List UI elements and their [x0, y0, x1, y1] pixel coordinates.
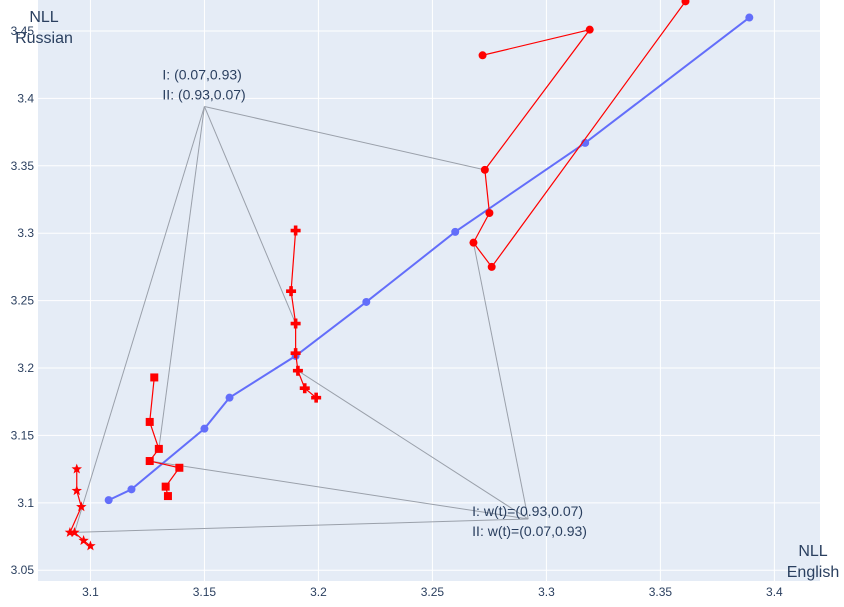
- x-tick-label: 3.15: [193, 585, 217, 599]
- series: [64, 0, 754, 551]
- tick-labels: 3.1 3.15 3.2 3.25 3.3 3.35 3.4 3.05 3.1 3.15 3.2 3.…: [11, 24, 783, 599]
- data-point-cross: [290, 318, 301, 329]
- data-point-circle: [745, 13, 754, 22]
- data-point-star: [64, 526, 76, 537]
- y-tick-label: 3.25: [11, 294, 35, 308]
- y-axis-title-line1: NLL: [29, 9, 58, 26]
- data-point-circle: [200, 424, 209, 433]
- x-tick-label: 3.4: [766, 585, 783, 599]
- data-point-square: [150, 373, 159, 382]
- data-point-cross: [292, 365, 303, 376]
- data-point-star: [76, 501, 87, 512]
- y-tick-label: 3.1: [17, 496, 34, 510]
- data-point-circle: [681, 0, 690, 6]
- y-tick-label: 3.4: [17, 91, 34, 105]
- data-point-cross: [299, 383, 310, 394]
- data-point-circle: [485, 208, 494, 217]
- annotation-label: II: (0.93,0.07): [162, 86, 245, 102]
- data-point-cross: [311, 392, 322, 403]
- series-3: [286, 225, 322, 403]
- data-point-circle: [469, 238, 478, 247]
- data-point-circle: [585, 25, 594, 34]
- y-tick-label: 3.35: [11, 159, 35, 173]
- data-point-square: [154, 444, 163, 453]
- data-point-square: [145, 417, 154, 426]
- x-tick-label: 3.25: [421, 585, 445, 599]
- y-tick-label: 3.05: [11, 563, 35, 577]
- data-point-circle: [478, 51, 487, 60]
- data-point-star: [69, 526, 80, 537]
- annotation-connector: [472, 242, 529, 520]
- data-point-square: [175, 463, 184, 472]
- data-point-circle: [225, 393, 234, 402]
- annotation-connector: [158, 106, 205, 449]
- annotation-text: I: (0.07,0.93) II: (0.93,0.07) I: w(t)=(0.…: [162, 66, 587, 538]
- grid: [38, 0, 820, 581]
- x-tick-label: 3.1: [82, 585, 99, 599]
- data-point-cross: [290, 225, 301, 236]
- y-tick-label: 3.2: [17, 361, 34, 375]
- data-point-star: [71, 463, 82, 474]
- y-tick-label: 3.45: [11, 24, 35, 38]
- annotation-label: I: w(t)=(0.93,0.07): [472, 503, 583, 519]
- data-point-square: [161, 482, 170, 491]
- y-tick-label: 3.3: [17, 226, 34, 240]
- series-2: [145, 373, 184, 501]
- y-axis-title-line2: Russian: [15, 30, 73, 47]
- data-point-square: [145, 457, 154, 466]
- x-axis-title-line2: English: [787, 564, 839, 581]
- data-point-circle: [127, 485, 136, 494]
- x-tick-label: 3.3: [538, 585, 555, 599]
- data-point-circle: [451, 227, 460, 236]
- data-point-circle: [480, 165, 489, 174]
- data-point-star: [85, 540, 96, 551]
- y-tick-label: 3.15: [11, 428, 35, 442]
- data-point-circle: [487, 262, 496, 271]
- data-point-cross: [286, 286, 297, 297]
- annotation-connector: [149, 460, 529, 520]
- data-point-circle: [362, 297, 371, 306]
- annotation-connector: [204, 106, 485, 171]
- x-tick-label: 3.2: [310, 585, 327, 599]
- annotation-connector: [69, 518, 529, 533]
- annotation-label: II: w(t)=(0.07,0.93): [472, 523, 587, 539]
- annotation-label: I: (0.07,0.93): [162, 66, 241, 82]
- annotation-connector: [73, 106, 205, 533]
- series-4: [469, 0, 690, 271]
- annotation-lines: [69, 106, 529, 533]
- data-point-square: [163, 492, 172, 501]
- annotation-connector: [203, 106, 297, 324]
- x-tick-label: 3.35: [649, 585, 673, 599]
- annotation-connector: [297, 370, 529, 520]
- data-point-cross: [290, 348, 301, 359]
- series-1: [64, 463, 96, 551]
- data-point-circle: [104, 496, 113, 505]
- plot-area: [38, 0, 820, 581]
- data-point-star: [71, 485, 82, 496]
- x-axis-title-line1: NLL: [798, 543, 827, 560]
- data-point-star: [78, 535, 89, 546]
